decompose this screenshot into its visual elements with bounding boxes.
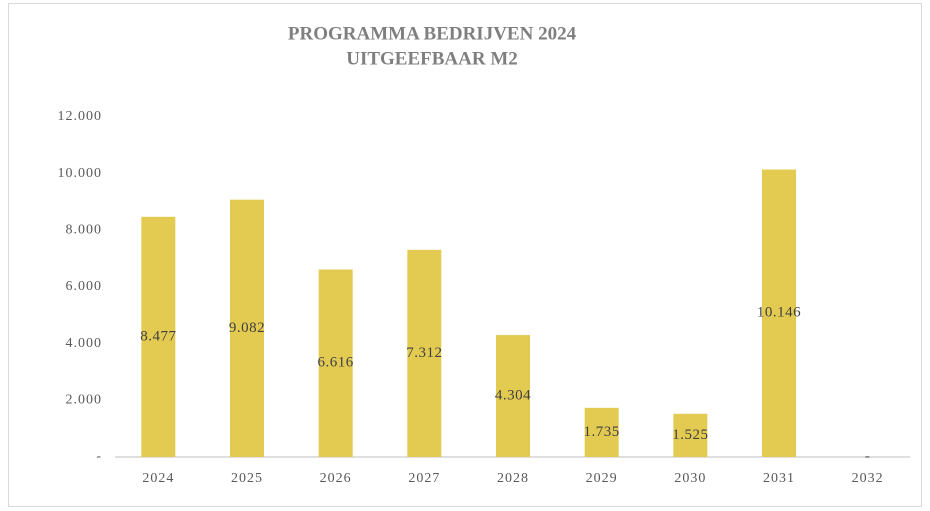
bar: [230, 199, 264, 457]
bar: [407, 249, 442, 457]
chart-subtitle: UITGEEFBAAR M2: [346, 48, 518, 69]
bar: [584, 407, 619, 457]
value-label: 4.304: [495, 387, 531, 403]
value-label: 6.616: [318, 355, 354, 371]
x-tick-label: 2024: [142, 471, 174, 486]
x-tick-label: 2029: [586, 471, 618, 486]
bar: [141, 216, 176, 457]
y-tick-label: 12.000: [58, 109, 103, 124]
x-tick-label: 2025: [231, 471, 263, 486]
value-label: 9.082: [229, 320, 265, 336]
x-tick-label: 2027: [408, 471, 440, 486]
x-tick-label: 2032: [852, 471, 884, 486]
y-tick-label: 8.000: [66, 223, 103, 238]
chart-title: PROGRAMMA BEDRIJVEN 2024: [288, 23, 577, 44]
value-label: 10.146: [757, 305, 801, 321]
y-tick-label: 2.000: [66, 393, 103, 408]
value-label: 8.477: [140, 328, 176, 344]
x-tick-label: 2031: [763, 471, 795, 486]
bar: [318, 269, 353, 457]
value-label: 7.312: [406, 345, 442, 361]
x-tick-label: 2030: [674, 471, 706, 486]
x-tick-label: 2028: [497, 471, 529, 486]
bar: [762, 169, 796, 457]
y-tick-label: 10.000: [58, 166, 103, 181]
y-tick-label: 6.000: [66, 279, 103, 294]
bar: [496, 335, 530, 457]
bar: [673, 413, 708, 457]
x-tick-label: 2026: [320, 471, 352, 486]
y-tick-label: -: [96, 449, 102, 464]
value-label: -: [865, 448, 871, 464]
y-tick-label: 4.000: [66, 336, 103, 351]
value-label: 1.735: [584, 424, 620, 440]
value-label: 1.525: [672, 427, 708, 443]
